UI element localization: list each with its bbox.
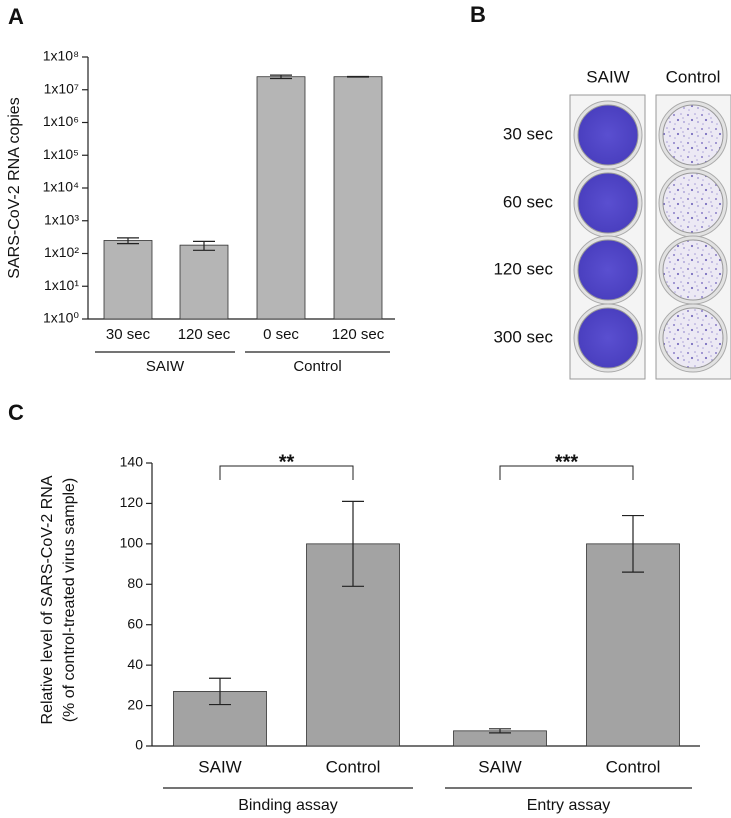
y-axis-label: Relative level of SARS-CoV-2 RNA: [39, 475, 56, 724]
bar: [179, 244, 229, 320]
well: [577, 239, 639, 301]
y-axis-label: (% of control-treated virus sample): [61, 478, 78, 723]
column-label: SAIW: [586, 67, 629, 86]
plate-photo: B SAIW Control 30 sec 60 sec 120 sec 300 sec: [470, 2, 731, 380]
x-tick-label: SAIW: [198, 757, 241, 776]
row-label: 120 sec: [493, 259, 553, 278]
row-label: 300 sec: [493, 327, 553, 346]
y-tick-label: 1x10⁰: [43, 310, 79, 326]
y-tick-label: 80: [127, 575, 143, 591]
y-tick-label: 0: [135, 737, 143, 753]
y-axis-label: SARS-CoV-2 RNA copies: [6, 97, 23, 278]
well: [577, 172, 639, 234]
x-tick-label: 0 sec: [263, 326, 299, 343]
x-tick-label: Control: [326, 757, 381, 776]
y-tick-label: 120: [120, 494, 144, 510]
y-tick-label: 1x10⁷: [44, 80, 79, 96]
bar: [333, 76, 383, 320]
y-tick-label: 1x10⁵: [43, 146, 79, 162]
y-tick-label: 1x10⁶: [43, 113, 79, 129]
row-label: 60 sec: [503, 192, 554, 211]
group-label: Control: [293, 358, 341, 375]
y-tick-label: 1x10³: [44, 211, 79, 227]
well: [662, 104, 724, 166]
x-tick-label: Control: [606, 757, 661, 776]
significance-label: ***: [555, 451, 579, 473]
y-tick-label: 60: [127, 615, 143, 631]
well: [577, 307, 639, 369]
x-tick-label: SAIW: [478, 757, 521, 776]
y-tick-label: 1x10¹: [44, 277, 79, 293]
panel-label: A: [8, 4, 24, 29]
panel-label: C: [8, 400, 24, 425]
well: [577, 104, 639, 166]
x-tick-label: 120 sec: [178, 326, 231, 343]
x-tick-label: 30 sec: [106, 326, 151, 343]
y-tick-label: 140: [120, 454, 144, 470]
row-label: 30 sec: [503, 124, 554, 143]
y-tick-label: 1x10⁸: [43, 48, 79, 64]
y-tick-label: 1x10²: [44, 244, 79, 260]
y-tick-label: 100: [120, 535, 144, 551]
panel-label: B: [470, 2, 486, 27]
x-tick-label: 120 sec: [332, 326, 385, 343]
y-tick-label: 1x10⁴: [43, 179, 79, 195]
well: [662, 239, 724, 301]
bar: [103, 240, 153, 320]
significance-label: **: [279, 451, 295, 473]
group-label: Entry assay: [527, 797, 611, 814]
significance-bracket: [499, 465, 634, 480]
bar: [256, 76, 306, 320]
well: [662, 307, 724, 369]
group-label: SAIW: [146, 358, 185, 375]
bar: [586, 543, 680, 747]
column-label: Control: [666, 67, 721, 86]
group-label: Binding assay: [238, 797, 338, 814]
y-tick-label: 40: [127, 656, 143, 672]
well: [662, 172, 724, 234]
y-tick-label: 20: [127, 696, 143, 712]
significance-bracket: [219, 465, 354, 480]
